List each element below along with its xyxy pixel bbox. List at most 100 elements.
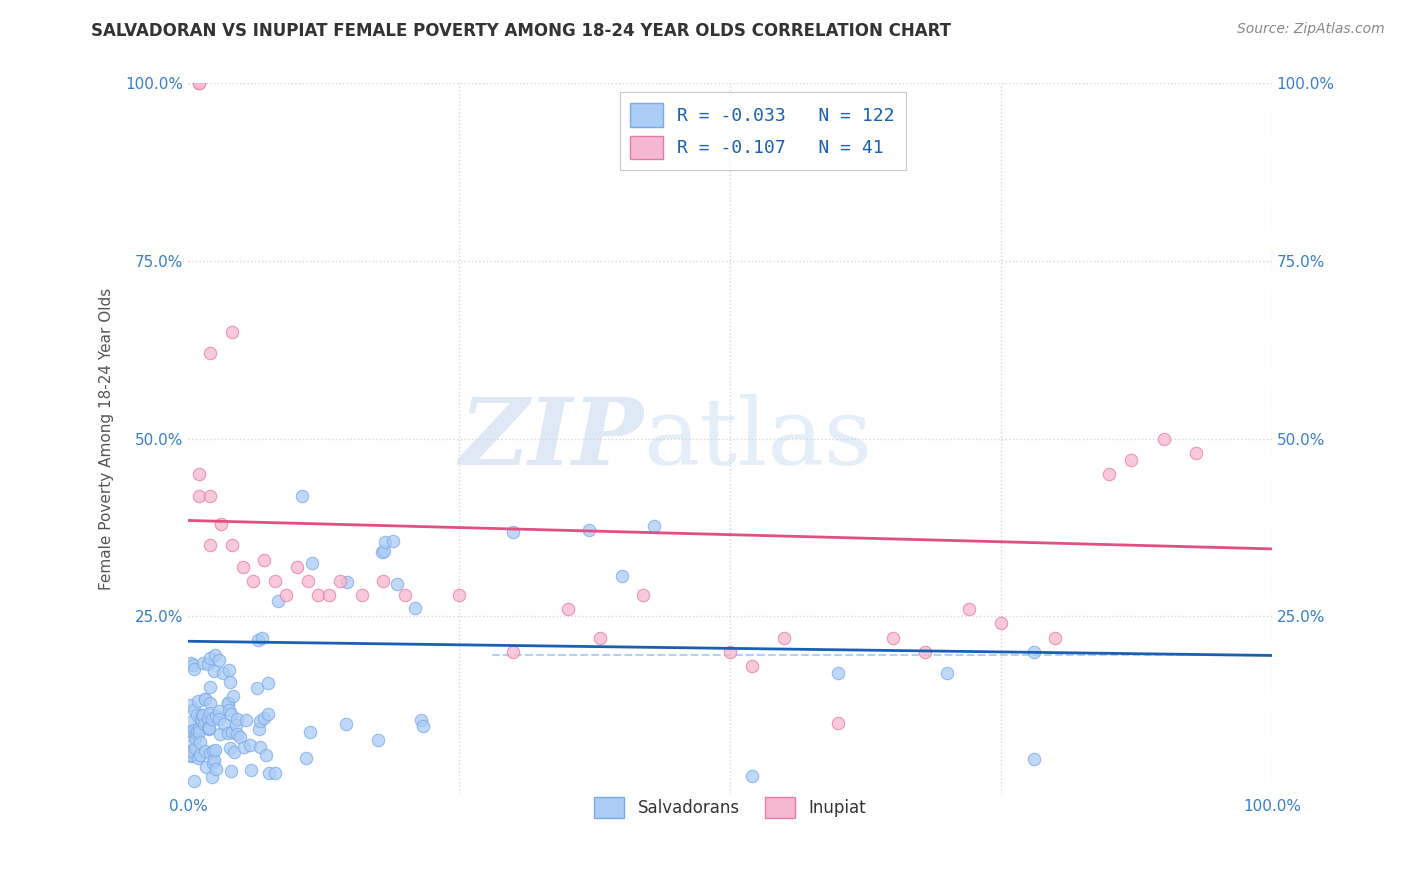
Point — [254, 748, 277, 763]
Point — [202, 753, 225, 767]
Point — [218, 663, 240, 677]
Point — [204, 743, 226, 757]
Point — [935, 666, 957, 681]
Point — [502, 645, 524, 659]
Point — [226, 712, 249, 726]
Point — [202, 744, 225, 758]
Point — [179, 715, 201, 730]
Point — [264, 574, 287, 588]
Point — [188, 77, 211, 91]
Point — [208, 653, 231, 667]
Point — [253, 552, 276, 566]
Point — [191, 656, 214, 670]
Point — [221, 725, 243, 739]
Point — [297, 574, 319, 588]
Legend: Salvadorans, Inupiat: Salvadorans, Inupiat — [588, 790, 873, 825]
Point — [235, 714, 257, 728]
Point — [329, 574, 352, 588]
Point — [231, 559, 253, 574]
Point — [187, 693, 209, 707]
Point — [294, 751, 316, 765]
Text: Source: ZipAtlas.com: Source: ZipAtlas.com — [1237, 22, 1385, 37]
Point — [209, 516, 232, 531]
Point — [212, 717, 235, 731]
Point — [633, 588, 655, 602]
Point — [336, 575, 359, 590]
Point — [219, 707, 242, 722]
Point — [222, 690, 245, 704]
Point — [643, 519, 665, 533]
Point — [200, 697, 222, 711]
Point — [193, 708, 215, 723]
Point — [198, 489, 221, 503]
Point — [827, 716, 849, 731]
Point — [219, 764, 242, 778]
Point — [1043, 631, 1066, 645]
Point — [773, 631, 796, 645]
Point — [882, 631, 904, 645]
Point — [201, 712, 224, 726]
Point — [381, 533, 404, 548]
Point — [201, 770, 224, 784]
Point — [198, 651, 221, 665]
Point — [179, 746, 201, 760]
Point — [181, 658, 204, 673]
Text: atlas: atlas — [644, 393, 873, 483]
Point — [188, 467, 211, 482]
Point — [179, 698, 201, 712]
Point — [183, 662, 205, 676]
Point — [246, 681, 269, 695]
Point — [307, 588, 329, 602]
Point — [589, 631, 612, 645]
Point — [990, 616, 1012, 631]
Point — [186, 724, 208, 739]
Point — [1022, 751, 1045, 765]
Point — [225, 717, 247, 731]
Point — [257, 675, 280, 690]
Point — [188, 747, 211, 762]
Point — [224, 745, 246, 759]
Point — [198, 721, 221, 735]
Point — [218, 675, 240, 690]
Point — [412, 719, 434, 733]
Point — [198, 538, 221, 552]
Point — [198, 746, 221, 760]
Point — [197, 710, 219, 724]
Point — [264, 765, 287, 780]
Point — [239, 738, 262, 752]
Point — [242, 574, 264, 588]
Point — [184, 741, 207, 756]
Point — [411, 713, 433, 727]
Point — [217, 696, 239, 710]
Point — [741, 659, 763, 673]
Point — [578, 523, 600, 537]
Point — [201, 756, 224, 771]
Point — [183, 774, 205, 789]
Point — [188, 489, 211, 503]
Point — [209, 727, 232, 741]
Point — [301, 556, 323, 570]
Point — [249, 740, 271, 755]
Point — [335, 717, 357, 731]
Point — [914, 645, 936, 659]
Point — [274, 588, 297, 602]
Point — [394, 588, 416, 602]
Point — [1098, 467, 1121, 482]
Point — [299, 724, 322, 739]
Point — [371, 545, 394, 559]
Point — [183, 703, 205, 717]
Point — [240, 764, 263, 778]
Point — [253, 711, 276, 725]
Text: SALVADORAN VS INUPIAT FEMALE POVERTY AMONG 18-24 YEAR OLDS CORRELATION CHART: SALVADORAN VS INUPIAT FEMALE POVERTY AMO… — [91, 22, 952, 40]
Point — [285, 559, 308, 574]
Point — [291, 490, 314, 504]
Point — [194, 760, 217, 774]
Point — [1022, 645, 1045, 659]
Text: ZIP: ZIP — [460, 393, 644, 483]
Point — [208, 712, 231, 726]
Point — [247, 722, 270, 736]
Point — [249, 714, 271, 728]
Point — [187, 751, 209, 765]
Point — [257, 707, 280, 722]
Point — [718, 645, 741, 659]
